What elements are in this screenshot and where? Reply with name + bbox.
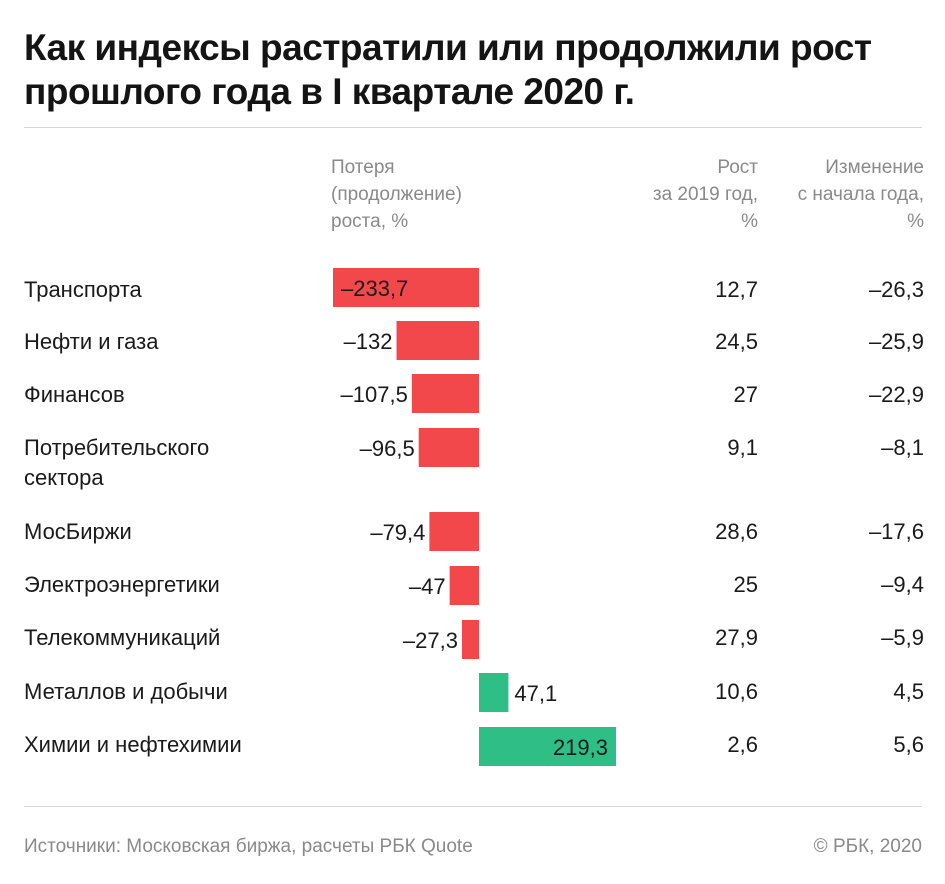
row-label: Электроэнергетики — [24, 572, 220, 597]
bar — [479, 673, 509, 712]
row-label: МосБиржи — [24, 519, 132, 544]
copyright: © РБК, 2020 — [813, 836, 922, 857]
header-growth-2019: Рост за 2019 год, % — [652, 157, 758, 232]
growth-2019-value: 28,6 — [715, 519, 758, 544]
growth-2019-value: 27 — [733, 382, 758, 407]
change-ytd-value: –5,9 — [881, 625, 924, 650]
bar-value-label: 47,1 — [514, 681, 557, 706]
top-divider — [24, 127, 922, 128]
bar — [461, 620, 479, 659]
growth-2019-value: 25 — [733, 572, 758, 597]
bar-value-label: –107,5 — [341, 382, 408, 407]
bottom-divider — [24, 806, 922, 807]
growth-2019-value: 24,5 — [715, 329, 758, 354]
growth-2019-value: 27,9 — [715, 625, 758, 650]
row-label: Транспорта — [24, 277, 142, 302]
change-ytd-value: 5,6 — [893, 732, 924, 757]
row-label: Химии и нефтехимии — [24, 732, 242, 757]
header-change-ytd: Изменение с начала года, % — [797, 157, 924, 232]
bar-value-label: –233,7 — [341, 276, 408, 301]
change-ytd-value: –26,3 — [868, 277, 924, 302]
bar — [479, 727, 617, 766]
bar — [333, 268, 479, 307]
bar-value-label: –79,4 — [370, 520, 425, 545]
bar-value-label: –132 — [344, 329, 393, 354]
bar — [449, 566, 479, 605]
change-ytd-value: –22,9 — [868, 382, 924, 407]
bar — [429, 512, 479, 551]
bar-value-label: 219,3 — [553, 735, 608, 760]
bar-value-label: –47 — [409, 574, 446, 599]
change-ytd-value: –8,1 — [881, 435, 924, 460]
row-label: Телекоммуникаций — [24, 625, 221, 650]
change-ytd-value: –25,9 — [868, 329, 924, 354]
row-label: Нефти и газа — [24, 329, 159, 354]
header-loss: Потеря (продолжение) роста, % — [331, 157, 462, 232]
growth-2019-value: 2,6 — [727, 732, 758, 757]
change-ytd-value: –17,6 — [868, 519, 924, 544]
row-label: Металлов и добычи — [24, 679, 228, 704]
change-ytd-value: 4,5 — [893, 679, 924, 704]
growth-2019-value: 9,1 — [727, 435, 758, 460]
chart-title: Как индексы растратили или продолжили ро… — [24, 27, 872, 112]
bar — [411, 374, 479, 413]
bar — [418, 428, 479, 467]
row-label: Потребительского сектора — [24, 435, 210, 490]
change-ytd-value: –9,4 — [881, 572, 924, 597]
row-label: Финансов — [24, 382, 125, 407]
growth-2019-value: 12,7 — [715, 277, 758, 302]
bar — [396, 321, 479, 360]
growth-2019-value: 10,6 — [715, 679, 758, 704]
bar-value-label: –27,3 — [403, 628, 458, 653]
sources-note: Источники: Московская биржа, расчеты РБК… — [24, 836, 473, 857]
bar-value-label: –96,5 — [360, 436, 415, 461]
